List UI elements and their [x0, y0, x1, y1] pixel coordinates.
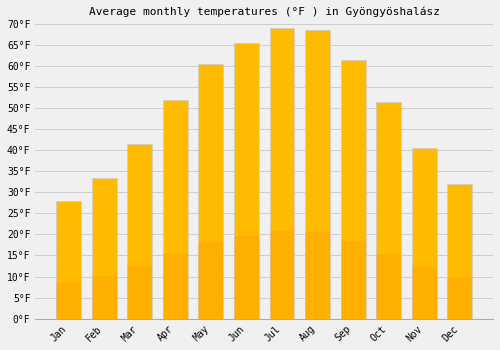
Bar — [92, 276, 116, 319]
Bar — [412, 267, 436, 318]
Bar — [127, 144, 152, 318]
Bar — [305, 232, 330, 318]
Bar — [163, 253, 188, 318]
Bar — [448, 184, 472, 318]
Bar — [56, 283, 81, 318]
Bar — [270, 28, 294, 318]
Bar — [305, 30, 330, 319]
Bar — [92, 177, 116, 318]
Bar — [270, 231, 294, 318]
Bar — [376, 254, 401, 318]
Bar — [340, 60, 365, 318]
Title: Average monthly temperatures (°F ) in Gyöngyöshalász: Average monthly temperatures (°F ) in Gy… — [88, 7, 440, 18]
Bar — [234, 43, 259, 318]
Bar — [198, 64, 224, 318]
Bar — [56, 201, 81, 318]
Bar — [127, 266, 152, 318]
Bar — [376, 102, 401, 318]
Bar — [340, 241, 365, 318]
Bar — [163, 100, 188, 318]
Bar — [198, 242, 224, 318]
Bar — [448, 278, 472, 318]
Bar — [234, 236, 259, 318]
Bar — [412, 148, 436, 318]
